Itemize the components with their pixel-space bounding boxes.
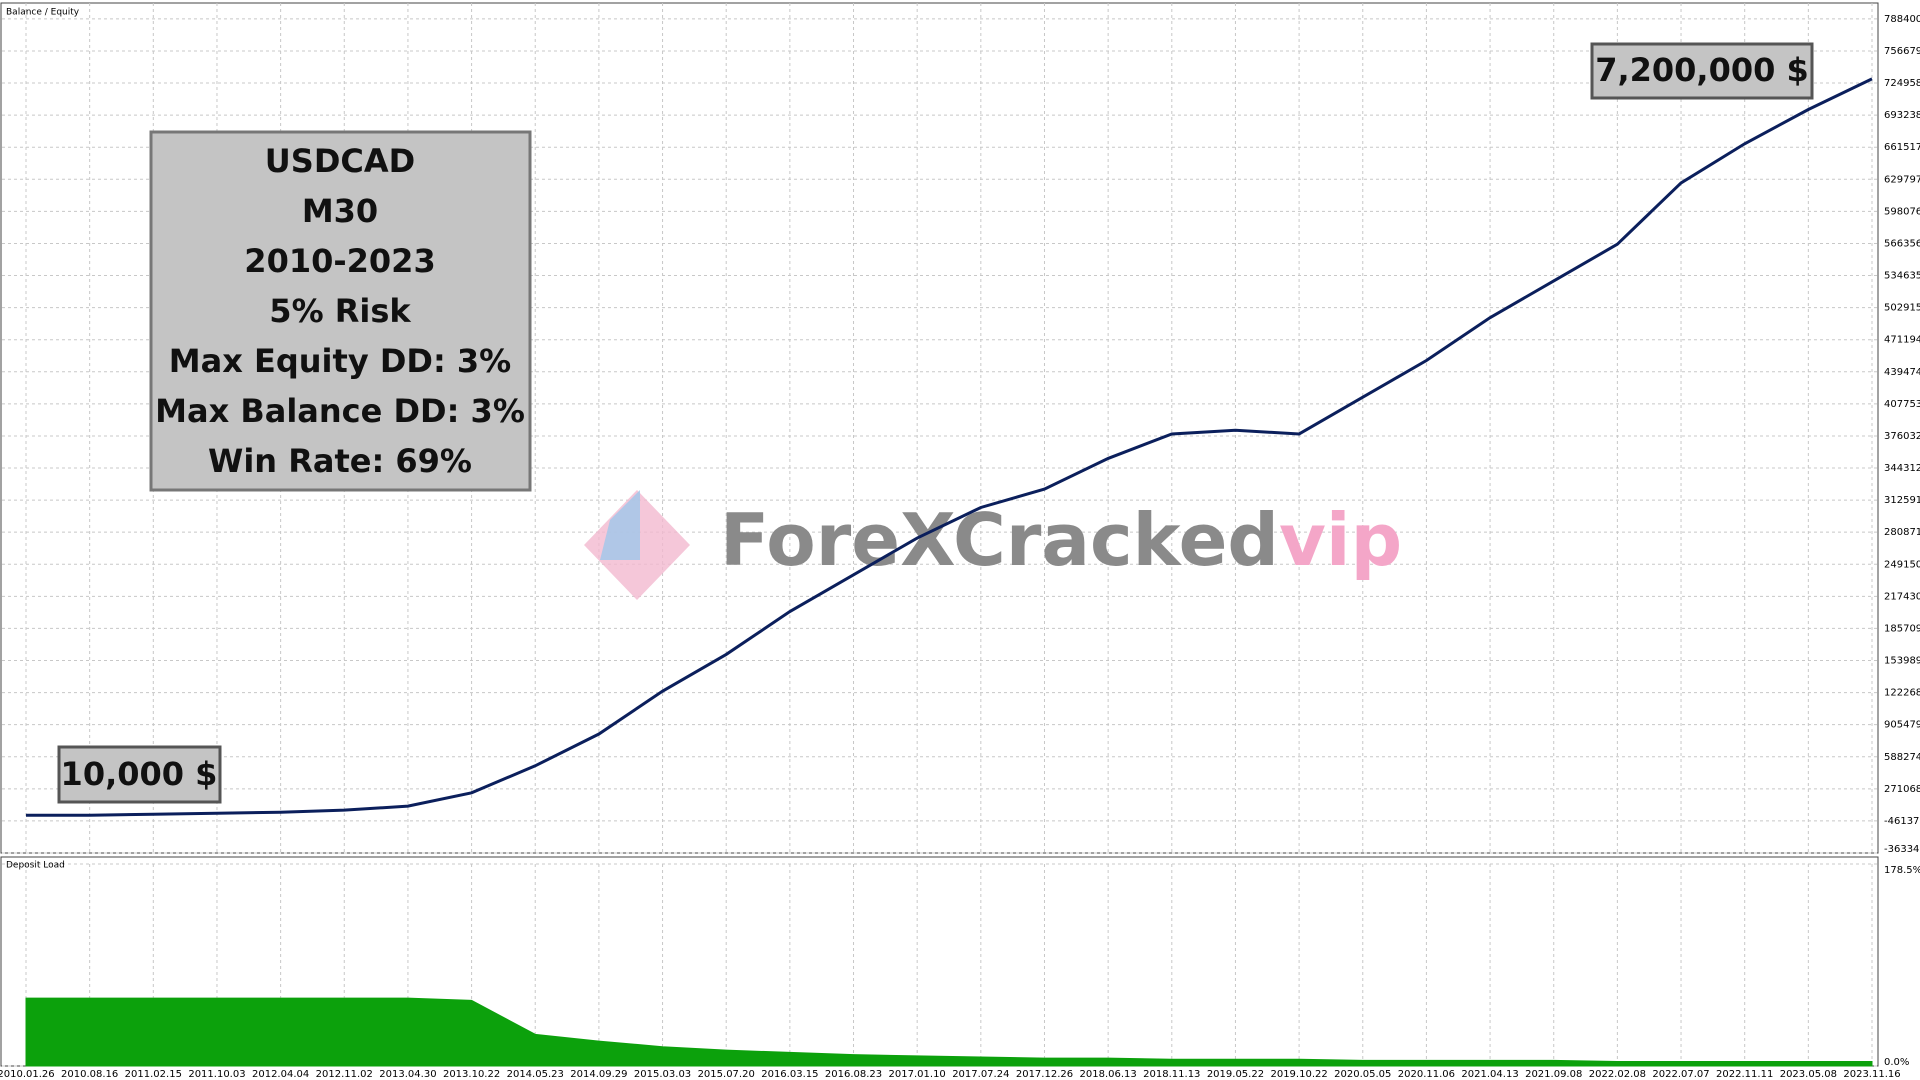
x-tick-label: 2015.07.20 <box>698 1069 755 1080</box>
y-tick-label: 3125918 <box>1884 495 1920 506</box>
y-tick-label: 5029151 <box>1884 303 1920 314</box>
y-tick-label: 588274 <box>1884 752 1920 763</box>
watermark-main: ForeXCracked <box>720 498 1279 582</box>
x-tick-label: 2022.02.08 <box>1589 1069 1646 1080</box>
x-tick-label: 2012.04.04 <box>252 1069 309 1080</box>
x-tick-label: 2021.04.13 <box>1461 1069 1518 1080</box>
x-tick-label: 2014.09.29 <box>570 1069 627 1080</box>
x-tick-label: 2019.05.22 <box>1207 1069 1264 1080</box>
x-tick-label: 2012.11.02 <box>316 1069 373 1080</box>
x-tick-label: 2020.05.05 <box>1334 1069 1391 1080</box>
watermark-logo <box>600 490 640 560</box>
info-line: Max Balance DD: 3% <box>155 392 525 430</box>
info-box-bg <box>149 130 532 492</box>
y-tick-label: 5980767 <box>1884 206 1920 217</box>
x-tick-label: 2015.03.03 <box>634 1069 691 1080</box>
x-tick-label: 2013.04.30 <box>379 1069 436 1080</box>
y-tick-label: 0.0% <box>1884 1057 1909 1068</box>
y-tick-label: 6615178 <box>1884 142 1920 153</box>
y-tick-label: 2808712 <box>1884 527 1920 538</box>
y-tick-label: 1857096 <box>1884 623 1920 634</box>
y-tick-label: 5346356 <box>1884 271 1920 282</box>
y-tick-label: 5663562 <box>1884 238 1920 249</box>
x-tick-label: 2019.10.22 <box>1270 1069 1327 1080</box>
x-tick-label: 2016.08.23 <box>825 1069 882 1080</box>
y-tick-label: 178.5% <box>1884 865 1920 876</box>
x-tick-label: 2018.11.13 <box>1143 1069 1200 1080</box>
x-tick-label: 2023.05.08 <box>1780 1069 1837 1080</box>
callout-final: 7,200,000 $ <box>1595 51 1809 89</box>
y-tick-label: 905479 <box>1884 720 1920 731</box>
y-tick-label: 4394740 <box>1884 367 1920 378</box>
x-tick-label: 2010.08.16 <box>61 1069 118 1080</box>
x-tick-label: 2014.05.23 <box>507 1069 564 1080</box>
info-line: M30 <box>302 192 378 230</box>
y-tick-label: 6932383 <box>1884 110 1920 121</box>
balance-line <box>26 77 1873 817</box>
x-tick-label: 2022.11.11 <box>1716 1069 1773 1080</box>
y-tick-label: 2491507 <box>1884 559 1920 570</box>
callout-initial: 10,000 $ <box>61 755 218 793</box>
bottom-title: Deposit Load <box>6 861 65 871</box>
info-line: Max Equity DD: 3% <box>169 342 511 380</box>
x-tick-label: 2021.09.08 <box>1525 1069 1582 1080</box>
y-tick-label: 3760329 <box>1884 431 1920 442</box>
top-title: Balance / Equity <box>6 8 80 18</box>
x-tick-label: 2017.07.24 <box>952 1069 1009 1080</box>
x-tick-label: 2010.01.26 <box>0 1069 55 1080</box>
y-tick-label: 1539890 <box>1884 656 1920 667</box>
x-tick-label: 2018.06.13 <box>1080 1069 1137 1080</box>
y-tick-label: 2174301 <box>1884 591 1920 602</box>
y-tick-label: 271068 <box>1884 784 1920 795</box>
callout-box <box>1590 42 1814 100</box>
y-tick-label: 6297973 <box>1884 174 1920 185</box>
y-tick-label: 1222685 <box>1884 688 1920 699</box>
watermark-text: ForeXCrackedvip <box>720 498 1402 582</box>
x-tick-label: 2017.12.26 <box>1016 1069 1073 1080</box>
y-tick-label: -46137 <box>1884 816 1919 827</box>
callout-box <box>57 745 222 804</box>
info-box: USDCAD M30 2010-2023 5% Risk Max Equity DD: … <box>149 130 532 492</box>
x-tick-label: 2020.11.06 <box>1398 1069 1455 1080</box>
deposit-load-area <box>25 997 1873 1067</box>
x-tick-label: 2022.07.07 <box>1652 1069 1709 1080</box>
info-line: Win Rate: 69% <box>208 442 472 480</box>
watermark-vip: vip <box>1279 498 1402 582</box>
info-line: 5% Risk <box>269 292 411 330</box>
info-line: USDCAD <box>265 142 415 180</box>
x-tick-label: 2023.11.16 <box>1843 1069 1900 1080</box>
x-tick-label: 2011.02.15 <box>125 1069 182 1080</box>
info-line: 2010-2023 <box>244 242 435 280</box>
x-tick-label: 2016.03.15 <box>761 1069 818 1080</box>
y-tick-label: 7249589 <box>1884 78 1920 89</box>
watermark: ForeXCrackedvip <box>584 490 1402 600</box>
x-tick-label: 2013.10.22 <box>443 1069 500 1080</box>
x-tick-label: 2017.01.10 <box>889 1069 946 1080</box>
x-tick-label: 2011.10.03 <box>188 1069 245 1080</box>
y-tick-label: 7566794 <box>1884 46 1920 57</box>
y-tick-label: -363343 <box>1884 844 1920 855</box>
